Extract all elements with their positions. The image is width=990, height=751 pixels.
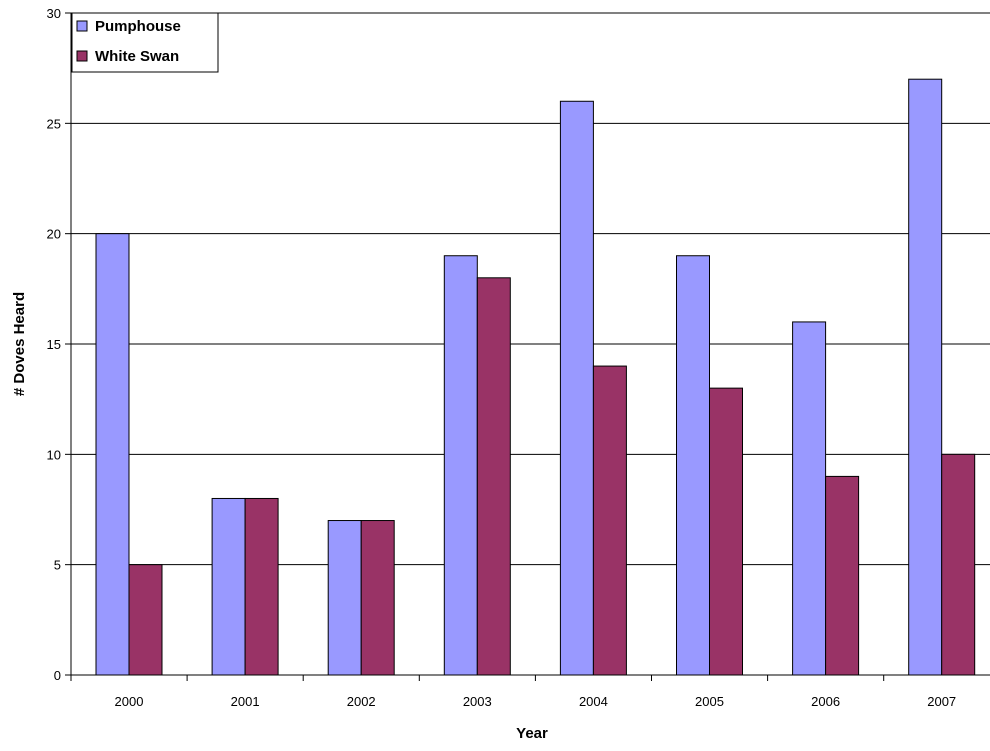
bar-white-swan-2001 xyxy=(244,497,279,676)
bar-white-swan-2007 xyxy=(941,453,976,676)
bar-pumphouse-2003 xyxy=(443,255,478,676)
x-tick-label: 2002 xyxy=(347,694,376,709)
x-tick-label: 2001 xyxy=(231,694,260,709)
x-tick-label: 2004 xyxy=(579,694,608,709)
y-tick-label: 30 xyxy=(47,6,61,21)
bar-pumphouse-2002 xyxy=(327,520,362,676)
bar-pumphouse-2007 xyxy=(908,78,943,676)
bar-white-swan-2006 xyxy=(825,475,860,676)
y-tick-label: 25 xyxy=(47,116,61,131)
legend-box xyxy=(71,12,219,73)
x-tick-label: 2005 xyxy=(695,694,724,709)
legend-label-white-swan: White Swan xyxy=(95,48,179,65)
legend-label-pumphouse: Pumphouse xyxy=(95,18,181,35)
y-tick-label: 5 xyxy=(54,558,61,573)
bar-pumphouse-2000 xyxy=(95,233,130,676)
x-tick-label: 2007 xyxy=(927,694,956,709)
bar-white-swan-2005 xyxy=(709,387,743,676)
y-axis-title: # Doves Heard xyxy=(11,292,28,396)
axes xyxy=(65,12,990,681)
y-tick-label: 20 xyxy=(47,227,61,242)
bar-pumphouse-2006 xyxy=(792,321,827,676)
bar-white-swan-2000 xyxy=(128,564,163,676)
bar-white-swan-2004 xyxy=(592,365,627,676)
legend: Pumphouse White Swan xyxy=(71,12,219,73)
bar-pumphouse-2005 xyxy=(676,255,710,676)
legend-swatch-white-swan xyxy=(76,50,88,62)
x-axis-title: Year xyxy=(516,725,548,742)
bars xyxy=(95,78,976,676)
y-tick-label: 15 xyxy=(47,337,61,352)
tick-labels: 0 5 10 15 20 25 30 2000 2001 2002 2003 2004 2005 2006… xyxy=(47,6,957,709)
bar-pumphouse-2001 xyxy=(211,497,246,676)
bar-white-swan-2003 xyxy=(476,277,511,676)
x-tick-label: 2006 xyxy=(811,694,840,709)
y-tick-label: 10 xyxy=(47,447,61,462)
y-tick-label: 0 xyxy=(54,668,61,683)
bar-white-swan-2002 xyxy=(360,520,395,676)
x-tick-label: 2000 xyxy=(115,694,144,709)
x-tick-label: 2003 xyxy=(463,694,492,709)
legend-swatch-pumphouse xyxy=(76,20,88,32)
bar-pumphouse-2004 xyxy=(559,100,594,676)
